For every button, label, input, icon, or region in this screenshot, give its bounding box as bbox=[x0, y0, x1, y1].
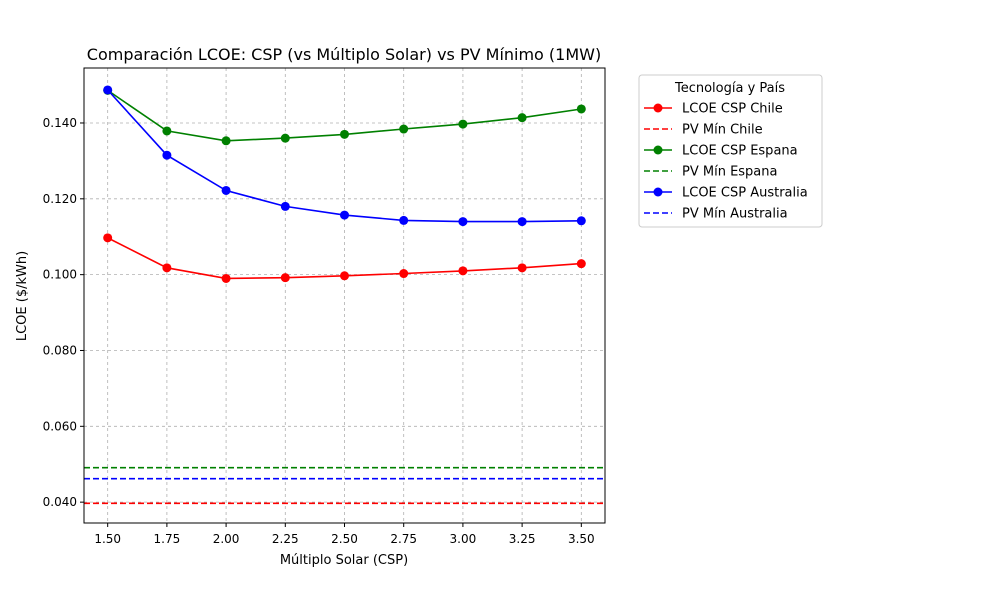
series-lcoe-csp-espana-point bbox=[517, 113, 527, 123]
x-tick-label: 1.75 bbox=[154, 532, 181, 546]
x-tick-label: 2.25 bbox=[272, 532, 299, 546]
y-tick-label: 0.100 bbox=[43, 268, 77, 282]
x-tick-label: 3.25 bbox=[509, 532, 536, 546]
legend-item: PV Mín Australia bbox=[644, 207, 788, 222]
legend-label: PV Mín Chile bbox=[682, 123, 763, 138]
series-lcoe-csp-australia-point bbox=[221, 185, 231, 195]
series-lcoe-csp-australia-point bbox=[458, 217, 468, 227]
x-axis-ticks: 1.50 1.75 2.00 2.25 2.50 2.75 3.00 3.25 3.50 bbox=[94, 523, 595, 546]
series-lcoe-csp-espana-point bbox=[340, 129, 349, 139]
x-tick-label: 2.00 bbox=[213, 532, 240, 546]
y-tick-label: 0.120 bbox=[43, 192, 77, 206]
series-lcoe-csp-chile-point bbox=[340, 271, 349, 281]
series-layer bbox=[84, 85, 605, 505]
y-axis-label: LCOE ($/kWh) bbox=[15, 251, 30, 341]
legend-label: LCOE CSP Chile bbox=[682, 102, 783, 117]
legend-marker bbox=[653, 145, 663, 155]
series-lcoe-csp-australia-point bbox=[517, 217, 527, 227]
series-lcoe-csp-australia-point bbox=[576, 216, 586, 226]
legend-item: LCOE CSP Chile bbox=[644, 102, 783, 117]
series-lcoe-csp-chile-point bbox=[103, 233, 113, 243]
legend-label: LCOE CSP Australia bbox=[682, 186, 808, 201]
series-lcoe-csp-chile-point bbox=[162, 263, 172, 273]
x-tick-label: 3.50 bbox=[568, 532, 595, 546]
y-tick-label: 0.080 bbox=[43, 343, 77, 357]
chart-title: Comparación LCOE: CSP (vs Múltiplo Solar… bbox=[87, 45, 601, 64]
x-tick-label: 2.75 bbox=[390, 532, 417, 546]
legend-label: PV Mín Espana bbox=[682, 165, 777, 180]
series-lcoe-csp-chile-point bbox=[458, 266, 468, 276]
legend-marker bbox=[653, 103, 663, 113]
series-lcoe-csp-espana-point bbox=[576, 104, 586, 114]
legend-marker bbox=[653, 187, 663, 197]
series-lcoe-csp-australia-point bbox=[280, 201, 290, 211]
series-lcoe-csp-espana-point bbox=[162, 126, 172, 136]
grid bbox=[84, 68, 605, 523]
y-tick-label: 0.040 bbox=[43, 495, 77, 509]
y-tick-label: 0.140 bbox=[43, 116, 77, 130]
legend-item: PV Mín Espana bbox=[644, 165, 777, 180]
series-lcoe-csp-australia-point bbox=[103, 85, 113, 95]
series-lcoe-csp-espana-point bbox=[458, 119, 468, 129]
x-axis-label: Múltiplo Solar (CSP) bbox=[280, 553, 408, 568]
series-lcoe-csp-espana-point bbox=[221, 136, 231, 146]
series-lcoe-csp-australia-point bbox=[399, 215, 409, 225]
y-axis-ticks: 0.040 0.060 0.080 0.100 0.120 0.140 bbox=[43, 116, 84, 509]
series-lcoe-csp-chile-point bbox=[399, 269, 409, 279]
legend-label: LCOE CSP Espana bbox=[682, 144, 798, 159]
legend-title: Tecnología y País bbox=[674, 81, 785, 96]
series-lcoe-csp-chile-point bbox=[280, 273, 290, 283]
legend-item: PV Mín Chile bbox=[644, 123, 763, 138]
legend: Tecnología y País LCOE CSP Chile PV Mín C… bbox=[638, 74, 823, 228]
x-tick-label: 1.50 bbox=[94, 532, 121, 546]
series-lcoe-csp-australia-point bbox=[162, 150, 172, 160]
series-lcoe-csp-chile-point bbox=[517, 263, 527, 273]
series-lcoe-csp-chile-point bbox=[576, 259, 586, 269]
legend-items: LCOE CSP Chile PV Mín Chile LCOE CSP Espan… bbox=[644, 102, 808, 222]
legend-item: LCOE CSP Espana bbox=[644, 144, 798, 159]
legend-box bbox=[638, 74, 823, 228]
legend-label: PV Mín Australia bbox=[682, 207, 788, 222]
x-tick-label: 2.50 bbox=[331, 532, 358, 546]
series-lcoe-csp-chile-point bbox=[221, 273, 231, 283]
series-lcoe-csp-espana-point bbox=[399, 124, 409, 134]
legend-item: LCOE CSP Australia bbox=[644, 186, 808, 201]
y-tick-label: 0.060 bbox=[43, 419, 77, 433]
series-lcoe-csp-espana-point bbox=[280, 133, 290, 143]
series-lcoe-csp-australia-point bbox=[340, 210, 349, 220]
x-tick-label: 3.00 bbox=[450, 532, 477, 546]
